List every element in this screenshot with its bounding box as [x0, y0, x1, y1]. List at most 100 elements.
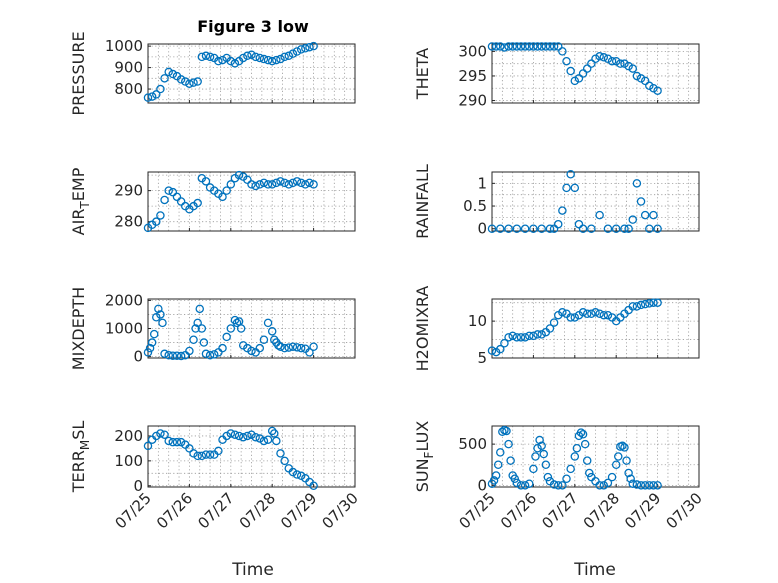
data-point	[309, 180, 318, 189]
data-point	[537, 441, 546, 451]
axes-frame	[147, 425, 356, 488]
data-point	[622, 456, 631, 465]
y-tick-label: 300	[458, 42, 487, 60]
data-point	[143, 441, 153, 451]
data-point	[587, 224, 596, 233]
y-tick-label: 1000	[105, 320, 143, 338]
data-point	[611, 56, 621, 66]
data-point	[620, 443, 629, 452]
data-point	[572, 444, 582, 453]
y-axis-label: H2OMIXRA	[413, 286, 432, 372]
data-point	[152, 90, 161, 99]
data-point	[649, 210, 658, 220]
x-tick-label: 07/28	[236, 489, 279, 532]
data-point	[296, 343, 306, 353]
data-point	[541, 460, 551, 469]
data-point	[512, 333, 522, 342]
data-point	[640, 76, 650, 86]
data-point	[603, 224, 613, 233]
data-point	[222, 431, 231, 441]
data-point	[267, 426, 277, 436]
x-tick-label: 07/28	[580, 489, 623, 532]
data-point	[529, 331, 538, 341]
data-point	[238, 53, 248, 63]
data-point	[632, 71, 642, 81]
data-point	[525, 42, 534, 51]
y-axis-label: TERRMSL	[69, 421, 92, 494]
data-point	[640, 481, 650, 490]
axes-frame	[491, 43, 700, 104]
data-point	[498, 427, 507, 437]
data-point	[578, 69, 588, 78]
data-point	[160, 430, 169, 439]
data-point	[152, 431, 161, 441]
data-point	[201, 349, 211, 359]
data-point	[152, 217, 161, 226]
data-point	[585, 468, 594, 478]
data-point	[222, 186, 231, 195]
data-point	[500, 43, 509, 52]
data-point	[496, 344, 505, 354]
axes-frame	[147, 43, 356, 104]
data-point	[280, 456, 289, 466]
data-point	[510, 474, 520, 484]
data-point	[305, 42, 314, 52]
data-point	[209, 350, 219, 359]
data-point	[156, 211, 165, 220]
data-point	[599, 53, 609, 62]
data-point	[243, 431, 252, 441]
data-point	[491, 42, 501, 51]
data-point	[595, 481, 604, 490]
data-point	[582, 309, 592, 318]
data-point	[309, 481, 318, 491]
data-point	[272, 55, 281, 65]
data-point	[232, 318, 242, 328]
y-tick-label: 0	[133, 348, 143, 366]
data-point	[620, 224, 629, 233]
data-point	[147, 338, 157, 347]
data-point	[539, 449, 549, 459]
data-point	[305, 178, 314, 188]
data-point	[549, 42, 559, 51]
data-point	[543, 472, 553, 482]
data-point	[270, 429, 279, 438]
data-point	[263, 55, 273, 65]
data-point	[570, 313, 580, 322]
y-axis-label: SUNFLUX	[413, 421, 436, 493]
data-point	[537, 330, 546, 339]
data-point	[267, 180, 277, 189]
y-tick-label: 100	[114, 452, 143, 470]
data-point	[172, 437, 182, 447]
y-axis-label: PRESSURE	[69, 31, 88, 115]
data-point	[197, 52, 207, 62]
panel-5: 5 10 H2OMIXRA	[413, 286, 700, 372]
data-point	[553, 219, 563, 229]
data-point	[267, 327, 277, 336]
y-tick-label: 290	[114, 182, 143, 200]
data-point	[487, 42, 497, 51]
data-point	[489, 476, 499, 485]
data-point	[504, 224, 513, 233]
data-point	[566, 66, 575, 76]
data-point	[193, 318, 202, 328]
data-point	[176, 351, 186, 361]
data-point	[493, 460, 503, 469]
data-point	[259, 54, 269, 64]
data-point	[558, 308, 567, 317]
data-point	[247, 346, 256, 356]
data-point	[603, 310, 613, 320]
data-point	[525, 479, 534, 488]
data-point	[525, 331, 534, 341]
data-point	[259, 436, 269, 446]
data-point	[537, 42, 546, 51]
data-point	[164, 186, 173, 195]
panel-0: 800 900 1000 PRESSURE	[69, 31, 356, 116]
data-point	[172, 192, 182, 202]
data-point	[576, 428, 586, 437]
data-point	[185, 79, 194, 88]
data-point	[591, 308, 600, 317]
data-point	[259, 178, 269, 188]
data-point	[218, 343, 227, 353]
data-point	[553, 42, 563, 51]
